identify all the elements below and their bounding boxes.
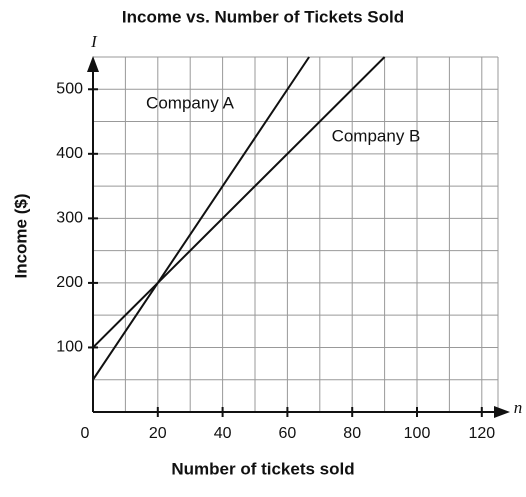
line-series [92,56,386,349]
chart-title: Income vs. Number of Tickets Sold [122,7,404,26]
y-tick-label: 300 [56,210,83,227]
y-tick-label: 200 [56,274,83,291]
y-tick-label: 500 [56,80,83,97]
y-variable: I [90,32,98,51]
x-tick-label: 100 [404,425,431,442]
x-tick-label: 20 [149,425,167,442]
grid [93,56,499,412]
series-label: Company B [332,126,421,145]
x-arrow [494,406,510,418]
x-axis-title: Number of tickets sold [171,459,354,478]
series-label: Company A [146,93,235,112]
x-variable: n [514,398,523,417]
marks [92,56,386,381]
x-tick-label: 40 [214,425,232,442]
x-tick-label: 80 [343,425,361,442]
x-tick-label: 120 [468,425,495,442]
y-axis-title: Income ($) [11,193,30,278]
y-tick-label: 400 [56,145,83,162]
x-tick-label: 60 [279,425,297,442]
y-arrow [87,56,99,72]
y-tick-label: 100 [56,339,83,356]
x-tick-label: 0 [81,425,90,442]
